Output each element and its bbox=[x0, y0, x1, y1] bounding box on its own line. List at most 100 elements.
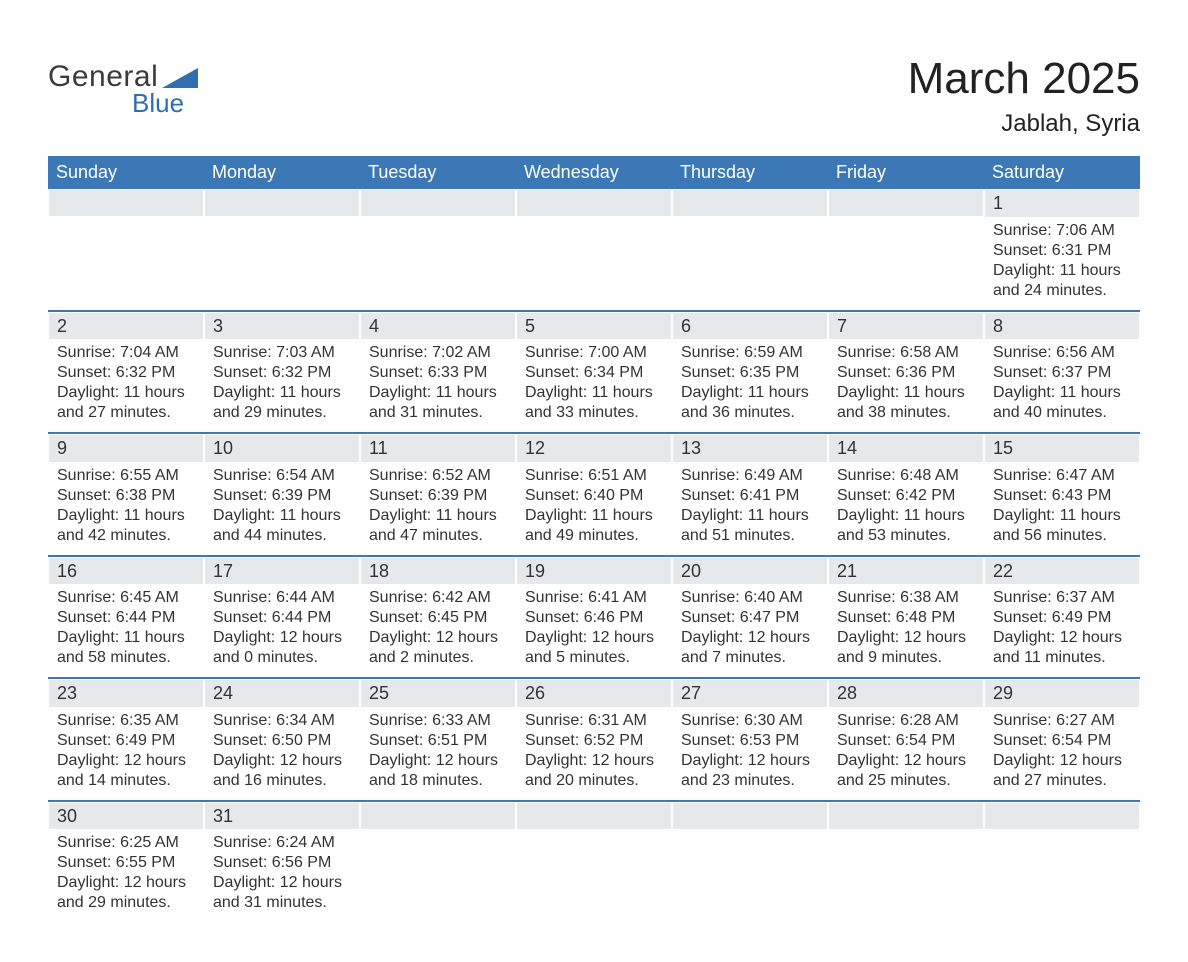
sunrise-line: Sunrise: 6:42 AM bbox=[369, 588, 507, 608]
sunset-line: Sunset: 6:34 PM bbox=[525, 363, 663, 383]
sunset-line: Sunset: 6:48 PM bbox=[837, 608, 975, 628]
calendar-empty-cell bbox=[828, 801, 984, 923]
weekday-header: Saturday bbox=[984, 156, 1140, 189]
calendar-day-cell: 24Sunrise: 6:34 AMSunset: 6:50 PMDayligh… bbox=[204, 678, 360, 801]
sunrise-line: Sunrise: 6:25 AM bbox=[57, 833, 195, 853]
day-content: Sunrise: 6:37 AMSunset: 6:49 PMDaylight:… bbox=[985, 584, 1139, 676]
sunset-line: Sunset: 6:44 PM bbox=[57, 608, 195, 628]
brand-logo: General Blue bbox=[48, 60, 198, 119]
day-content: Sunrise: 6:55 AMSunset: 6:38 PMDaylight:… bbox=[49, 462, 203, 554]
calendar-empty-cell bbox=[828, 189, 984, 311]
day-number-strip bbox=[517, 190, 671, 216]
calendar-page: General Blue March 2025 Jablah, Syria Su… bbox=[0, 0, 1188, 962]
daylight-line: Daylight: 11 hours and 24 minutes. bbox=[993, 261, 1131, 301]
day-number-strip: 4 bbox=[361, 313, 515, 340]
day-number-strip: 12 bbox=[517, 435, 671, 462]
day-number-strip: 25 bbox=[361, 680, 515, 707]
calendar-empty-cell bbox=[984, 801, 1140, 923]
daylight-line: Daylight: 12 hours and 29 minutes. bbox=[57, 873, 195, 913]
day-number-strip: 23 bbox=[49, 680, 203, 707]
day-number-strip: 1 bbox=[985, 190, 1139, 217]
daylight-line: Daylight: 11 hours and 33 minutes. bbox=[525, 383, 663, 423]
calendar-day-cell: 23Sunrise: 6:35 AMSunset: 6:49 PMDayligh… bbox=[48, 678, 204, 801]
sunrise-line: Sunrise: 6:38 AM bbox=[837, 588, 975, 608]
sunset-line: Sunset: 6:43 PM bbox=[993, 486, 1131, 506]
sunrise-line: Sunrise: 6:56 AM bbox=[993, 343, 1131, 363]
weekday-header: Friday bbox=[828, 156, 984, 189]
sunset-line: Sunset: 6:49 PM bbox=[993, 608, 1131, 628]
daylight-line: Daylight: 12 hours and 9 minutes. bbox=[837, 628, 975, 668]
calendar-day-cell: 29Sunrise: 6:27 AMSunset: 6:54 PMDayligh… bbox=[984, 678, 1140, 801]
day-content: Sunrise: 6:27 AMSunset: 6:54 PMDaylight:… bbox=[985, 707, 1139, 799]
day-content: Sunrise: 6:49 AMSunset: 6:41 PMDaylight:… bbox=[673, 462, 827, 554]
sunset-line: Sunset: 6:52 PM bbox=[525, 731, 663, 751]
day-content: Sunrise: 6:59 AMSunset: 6:35 PMDaylight:… bbox=[673, 339, 827, 431]
calendar-day-cell: 8Sunrise: 6:56 AMSunset: 6:37 PMDaylight… bbox=[984, 311, 1140, 434]
day-number-strip: 6 bbox=[673, 313, 827, 340]
calendar-row: 1Sunrise: 7:06 AMSunset: 6:31 PMDaylight… bbox=[48, 189, 1140, 311]
calendar-row: 16Sunrise: 6:45 AMSunset: 6:44 PMDayligh… bbox=[48, 556, 1140, 679]
daylight-line: Daylight: 12 hours and 23 minutes. bbox=[681, 751, 819, 791]
sunset-line: Sunset: 6:44 PM bbox=[213, 608, 351, 628]
daylight-line: Daylight: 12 hours and 20 minutes. bbox=[525, 751, 663, 791]
sunrise-line: Sunrise: 6:40 AM bbox=[681, 588, 819, 608]
day-content: Sunrise: 6:30 AMSunset: 6:53 PMDaylight:… bbox=[673, 707, 827, 799]
day-number-strip bbox=[517, 803, 671, 829]
calendar-day-cell: 16Sunrise: 6:45 AMSunset: 6:44 PMDayligh… bbox=[48, 556, 204, 679]
day-number-strip: 26 bbox=[517, 680, 671, 707]
sunrise-line: Sunrise: 7:06 AM bbox=[993, 221, 1131, 241]
daylight-line: Daylight: 12 hours and 18 minutes. bbox=[369, 751, 507, 791]
calendar-empty-cell bbox=[48, 189, 204, 311]
calendar-day-cell: 18Sunrise: 6:42 AMSunset: 6:45 PMDayligh… bbox=[360, 556, 516, 679]
sunset-line: Sunset: 6:38 PM bbox=[57, 486, 195, 506]
sunrise-line: Sunrise: 6:47 AM bbox=[993, 466, 1131, 486]
day-number-strip: 19 bbox=[517, 558, 671, 585]
day-number-strip: 10 bbox=[205, 435, 359, 462]
sunset-line: Sunset: 6:36 PM bbox=[837, 363, 975, 383]
calendar-empty-cell bbox=[516, 189, 672, 311]
page-header: General Blue March 2025 Jablah, Syria bbox=[48, 24, 1140, 138]
sunrise-line: Sunrise: 6:59 AM bbox=[681, 343, 819, 363]
sunrise-line: Sunrise: 6:37 AM bbox=[993, 588, 1131, 608]
calendar-day-cell: 20Sunrise: 6:40 AMSunset: 6:47 PMDayligh… bbox=[672, 556, 828, 679]
day-number-strip: 15 bbox=[985, 435, 1139, 462]
daylight-line: Daylight: 11 hours and 47 minutes. bbox=[369, 506, 507, 546]
sunset-line: Sunset: 6:54 PM bbox=[837, 731, 975, 751]
day-number-strip bbox=[985, 803, 1139, 829]
day-content: Sunrise: 6:34 AMSunset: 6:50 PMDaylight:… bbox=[205, 707, 359, 799]
calendar-empty-cell bbox=[360, 189, 516, 311]
calendar-day-cell: 9Sunrise: 6:55 AMSunset: 6:38 PMDaylight… bbox=[48, 433, 204, 556]
calendar-empty-cell bbox=[204, 189, 360, 311]
calendar-row: 9Sunrise: 6:55 AMSunset: 6:38 PMDaylight… bbox=[48, 433, 1140, 556]
day-number-strip bbox=[49, 190, 203, 216]
day-number-strip bbox=[829, 803, 983, 829]
day-number-strip: 17 bbox=[205, 558, 359, 585]
sunrise-line: Sunrise: 6:55 AM bbox=[57, 466, 195, 486]
day-number-strip: 30 bbox=[49, 803, 203, 830]
day-number-strip bbox=[829, 190, 983, 216]
day-number-strip: 21 bbox=[829, 558, 983, 585]
daylight-line: Daylight: 11 hours and 56 minutes. bbox=[993, 506, 1131, 546]
weekday-header: Wednesday bbox=[516, 156, 672, 189]
day-content: Sunrise: 6:51 AMSunset: 6:40 PMDaylight:… bbox=[517, 462, 671, 554]
day-number-strip: 27 bbox=[673, 680, 827, 707]
calendar-day-cell: 17Sunrise: 6:44 AMSunset: 6:44 PMDayligh… bbox=[204, 556, 360, 679]
calendar-day-cell: 15 Sunrise: 6:47 AMSunset: 6:43 PMDayligh… bbox=[984, 433, 1140, 556]
daylight-line: Daylight: 12 hours and 25 minutes. bbox=[837, 751, 975, 791]
day-number-strip: 2 bbox=[49, 313, 203, 340]
daylight-line: Daylight: 11 hours and 31 minutes. bbox=[369, 383, 507, 423]
day-content: Sunrise: 6:48 AMSunset: 6:42 PMDaylight:… bbox=[829, 462, 983, 554]
sunset-line: Sunset: 6:32 PM bbox=[213, 363, 351, 383]
calendar-day-cell: 25Sunrise: 6:33 AMSunset: 6:51 PMDayligh… bbox=[360, 678, 516, 801]
day-content: Sunrise: 6:41 AMSunset: 6:46 PMDaylight:… bbox=[517, 584, 671, 676]
sunrise-line: Sunrise: 6:49 AM bbox=[681, 466, 819, 486]
day-content: Sunrise: 6:35 AMSunset: 6:49 PMDaylight:… bbox=[49, 707, 203, 799]
daylight-line: Daylight: 11 hours and 53 minutes. bbox=[837, 506, 975, 546]
sunrise-line: Sunrise: 6:58 AM bbox=[837, 343, 975, 363]
day-content: Sunrise: 6:40 AMSunset: 6:47 PMDaylight:… bbox=[673, 584, 827, 676]
sunrise-line: Sunrise: 6:51 AM bbox=[525, 466, 663, 486]
daylight-line: Daylight: 12 hours and 7 minutes. bbox=[681, 628, 819, 668]
calendar-empty-cell bbox=[360, 801, 516, 923]
location-subtitle: Jablah, Syria bbox=[908, 110, 1140, 138]
day-content: Sunrise: 7:00 AMSunset: 6:34 PMDaylight:… bbox=[517, 339, 671, 431]
